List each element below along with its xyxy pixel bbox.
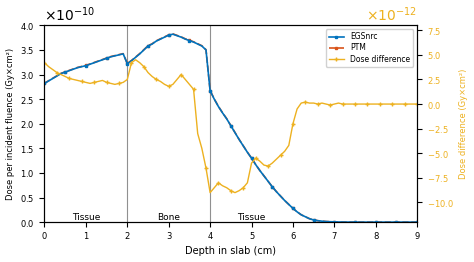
EGSnrc bbox=[137, 52, 143, 56]
PTM bbox=[365, 221, 370, 224]
Dose difference bbox=[141, 65, 147, 68]
PTM bbox=[42, 81, 47, 85]
Dose difference bbox=[365, 102, 370, 106]
Line: PTM: PTM bbox=[43, 32, 419, 223]
Line: EGSnrc: EGSnrc bbox=[43, 33, 419, 223]
Dose difference bbox=[265, 165, 271, 168]
PTM bbox=[410, 221, 416, 224]
EGSnrc bbox=[42, 82, 47, 85]
Legend: EGSnrc, PTM, Dose difference: EGSnrc, PTM, Dose difference bbox=[326, 29, 413, 67]
Line: Dose difference: Dose difference bbox=[42, 57, 419, 195]
PTM bbox=[352, 221, 358, 224]
PTM bbox=[414, 221, 420, 224]
EGSnrc bbox=[352, 221, 358, 224]
Dose difference bbox=[410, 102, 416, 106]
Dose difference bbox=[42, 61, 47, 64]
PTM bbox=[87, 62, 93, 66]
Text: Bone: Bone bbox=[157, 213, 180, 222]
EGSnrc bbox=[365, 221, 370, 224]
Dose difference bbox=[87, 82, 93, 85]
PTM bbox=[170, 32, 176, 35]
Dose difference bbox=[128, 61, 134, 64]
Y-axis label: Dose per incident fluence (Gy×cm²): Dose per incident fluence (Gy×cm²) bbox=[6, 48, 15, 200]
EGSnrc bbox=[87, 63, 93, 66]
Dose difference bbox=[207, 191, 213, 194]
PTM bbox=[137, 52, 143, 55]
EGSnrc bbox=[414, 221, 420, 224]
PTM bbox=[128, 59, 134, 62]
EGSnrc bbox=[128, 59, 134, 62]
Y-axis label: Dose difference (Gy×cm²): Dose difference (Gy×cm²) bbox=[459, 69, 468, 179]
EGSnrc bbox=[410, 221, 416, 224]
Dose difference bbox=[414, 102, 420, 106]
PTM bbox=[261, 174, 267, 177]
Text: Tissue: Tissue bbox=[237, 213, 266, 222]
EGSnrc bbox=[261, 174, 267, 177]
Text: Tissue: Tissue bbox=[72, 213, 100, 222]
Dose difference bbox=[133, 58, 138, 61]
X-axis label: Depth in slab (cm): Depth in slab (cm) bbox=[185, 247, 276, 256]
EGSnrc bbox=[170, 32, 176, 36]
